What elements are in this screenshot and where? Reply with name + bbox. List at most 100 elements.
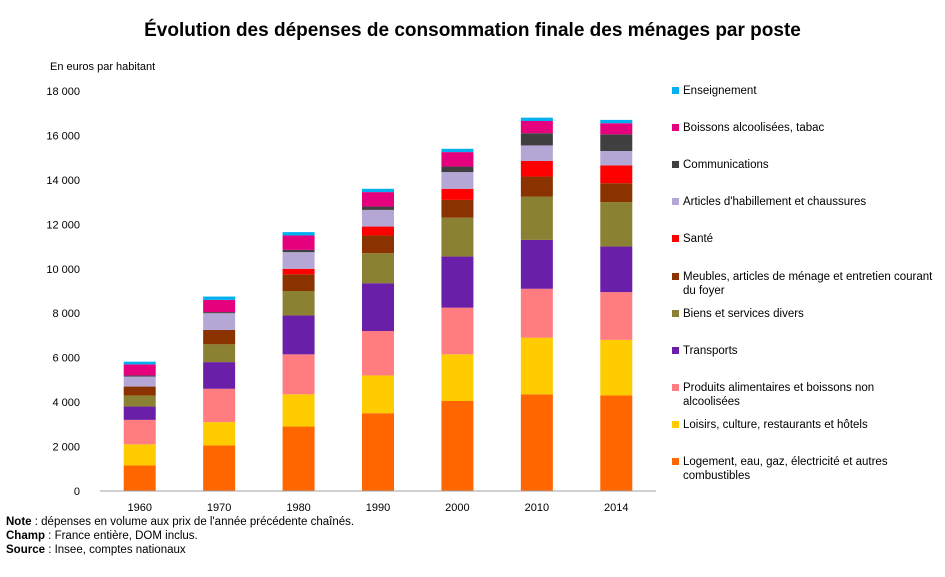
y-tick-label: 0 — [74, 486, 80, 498]
bar-segment — [123, 364, 156, 376]
legend-label: Communications — [683, 159, 769, 171]
bar-segment — [282, 252, 315, 269]
bar-segment — [520, 394, 553, 491]
bar-segment — [282, 274, 315, 291]
y-tick-label: 2 000 — [52, 442, 80, 454]
bar-segment — [441, 199, 474, 218]
bar-segment — [600, 165, 633, 184]
bar-segment — [362, 226, 394, 236]
bar-segment — [203, 329, 236, 345]
y-tick-label: 8 000 — [52, 308, 80, 320]
bar-segment — [362, 375, 394, 414]
bar-segment — [123, 376, 156, 387]
bar-segment — [600, 123, 633, 135]
bar-segment — [362, 253, 394, 284]
legend-label: Santé — [683, 233, 714, 245]
x-tick-label: 1960 — [127, 502, 151, 514]
legend-label: Produits alimentaires et boissons non al… — [683, 382, 875, 408]
bar-segment — [203, 362, 236, 389]
bar-segment — [203, 296, 236, 300]
bar-segment — [362, 209, 394, 227]
bar-segment — [600, 339, 633, 396]
bar-segment — [441, 166, 474, 173]
bar-segment — [282, 291, 315, 316]
bar-segment — [520, 121, 553, 134]
bar-segment — [282, 394, 315, 427]
bar-segment — [520, 239, 553, 289]
bar-segment — [282, 232, 315, 236]
bar-segment — [600, 202, 633, 247]
legend-swatch — [672, 384, 679, 391]
bar-segment — [441, 172, 474, 189]
bar-segment — [123, 406, 156, 420]
bar-segment — [123, 465, 156, 491]
scope-line: Champ : France entière, DOM inclus. — [6, 529, 354, 543]
bar-segment — [282, 235, 315, 250]
x-tick-label: 2010 — [525, 502, 549, 514]
legend-label: Biens et services divers — [683, 308, 804, 320]
legend-swatch — [672, 310, 679, 317]
legend-swatch — [672, 235, 679, 242]
legend-swatch — [672, 347, 679, 354]
bar-segment — [203, 299, 236, 313]
bar-segment — [520, 133, 553, 146]
bar-segment — [203, 422, 236, 446]
y-tick-label: 10 000 — [46, 264, 80, 276]
legend-swatch — [672, 87, 679, 94]
bar-segment — [203, 313, 236, 330]
bar-segment — [123, 375, 156, 377]
chart-title: Évolution des dépenses de consommation f… — [144, 20, 801, 41]
scope-label: Champ — [6, 530, 45, 542]
y-tick-label: 4 000 — [52, 397, 80, 409]
x-tick-label: 2000 — [445, 502, 469, 514]
bar-segment — [600, 246, 633, 293]
bar-segment — [520, 196, 553, 240]
bar-segment — [441, 307, 474, 355]
legend-label: Boissons alcoolisées, tabac — [683, 122, 825, 134]
bar-segment — [123, 419, 156, 445]
legend-swatch — [672, 273, 679, 280]
bar-segment — [362, 235, 394, 254]
bar-segment — [362, 283, 394, 331]
legend-label: Meubles, articles de ménage et entretien… — [683, 271, 933, 297]
bar-segment — [282, 354, 315, 395]
bar-segment — [600, 134, 633, 151]
bar-segment — [520, 145, 553, 161]
source-line: Source : Insee, comptes nationaux — [6, 543, 354, 557]
y-axis-ticks: 0 2 000 4 000 6 000 8 000 10 000 12 000 14 000 1… — [46, 86, 80, 498]
x-tick-label: 1980 — [286, 502, 310, 514]
note-label: Note — [6, 516, 32, 528]
bar-segment — [123, 395, 156, 407]
bar-segment — [600, 183, 633, 203]
legend-label: Enseignement — [683, 85, 757, 97]
bar-segment — [600, 395, 633, 491]
legend-label: Loisirs, culture, restaurants et hôtels — [683, 419, 868, 431]
bar-segment — [362, 188, 394, 193]
bar-segment — [282, 268, 315, 275]
legend-label: Articles d'habillement et chaussures — [683, 196, 867, 208]
x-tick-label: 1990 — [366, 502, 390, 514]
bar-segment — [441, 354, 474, 401]
bar-segment — [123, 444, 156, 466]
legend-label: Logement, eau, gaz, électricité et autre… — [683, 456, 888, 482]
bar-segment — [600, 151, 633, 166]
y-axis-label: En euros par habitant — [50, 61, 155, 73]
y-tick-label: 18 000 — [46, 86, 80, 98]
source-text: : Insee, comptes nationaux — [45, 544, 186, 556]
bar-segment — [441, 401, 474, 491]
legend-label: Transports — [683, 345, 738, 357]
y-tick-label: 16 000 — [46, 130, 80, 142]
bar-segment — [203, 445, 236, 491]
source-label: Source — [6, 544, 45, 556]
bar-segment — [282, 249, 315, 253]
bar-segment — [520, 161, 553, 177]
bar-segment — [520, 117, 553, 121]
bar-segment — [441, 188, 474, 200]
bar-segment — [203, 312, 236, 314]
bar-segment — [600, 119, 633, 124]
y-tick-label: 6 000 — [52, 353, 80, 365]
legend-swatch — [672, 198, 679, 205]
scope-text: : France entière, DOM inclus. — [44, 530, 198, 542]
bar-segment — [203, 388, 236, 423]
